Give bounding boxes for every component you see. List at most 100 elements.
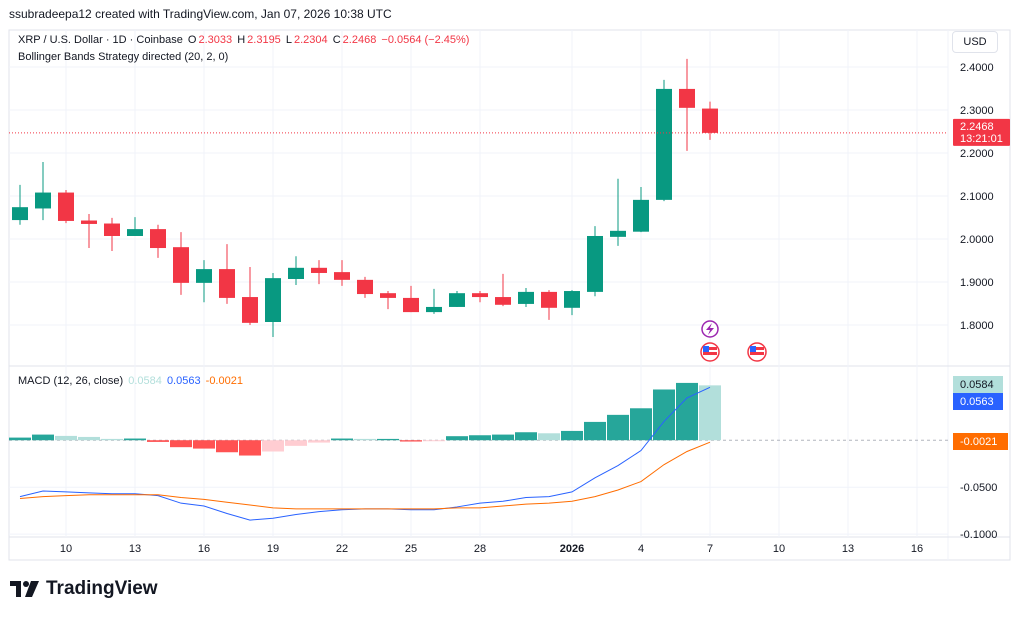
candle-body bbox=[633, 199, 649, 232]
candle-body bbox=[564, 291, 580, 308]
candle-body bbox=[472, 293, 488, 298]
macd-histogram-bar bbox=[147, 440, 169, 442]
macd-histogram-bar bbox=[124, 438, 146, 441]
candle bbox=[196, 260, 212, 303]
tradingview-logo-icon bbox=[10, 581, 39, 597]
candle bbox=[288, 256, 304, 286]
candle-body bbox=[656, 88, 672, 200]
candle bbox=[104, 217, 120, 252]
candle-body bbox=[81, 220, 97, 224]
macd-line-value: 0.0563 bbox=[166, 375, 201, 387]
candle-body bbox=[219, 269, 235, 298]
close-value: 2.2468 bbox=[342, 34, 377, 46]
candle-body bbox=[357, 279, 373, 295]
price-axis[interactable]: 2.4000 2.3000 2.2000 2.1000 2.0000 1.9000 1.80… bbox=[960, 62, 997, 541]
event-lightning-icon[interactable] bbox=[701, 320, 719, 338]
time-tick-label: 28 bbox=[474, 543, 486, 555]
price-tick-label: 2.3000 bbox=[960, 105, 994, 117]
candle-body bbox=[380, 293, 396, 298]
candle bbox=[679, 58, 695, 151]
candle bbox=[127, 217, 143, 236]
macd-legend[interactable]: MACD (12, 26, close) 0.0584 0.0563 -0.00… bbox=[18, 375, 245, 387]
tradingview-logo[interactable]: TradingView bbox=[10, 578, 158, 600]
macd-histogram-bar bbox=[423, 440, 445, 442]
candle bbox=[150, 224, 166, 258]
indicator-legend[interactable]: Bollinger Bands Strategy directed (20, 2… bbox=[18, 51, 229, 63]
candle bbox=[242, 266, 258, 326]
price-tick-label: 2.1000 bbox=[960, 191, 994, 203]
us-flag-icon[interactable] bbox=[747, 342, 767, 362]
candle-body bbox=[541, 291, 557, 308]
candle bbox=[472, 291, 488, 303]
symbol-name: XRP / U.S. Dollar · 1D · Coinbase bbox=[18, 34, 183, 46]
countdown: 13:21:01 bbox=[960, 133, 1003, 145]
macd-tick-label: -0.0500 bbox=[960, 482, 997, 494]
macd-histogram-bar bbox=[239, 440, 261, 456]
macd-histogram-bar bbox=[400, 440, 422, 442]
price-tick-label: 1.8000 bbox=[960, 320, 994, 332]
us-flag-icon[interactable] bbox=[700, 342, 720, 362]
macd-histogram-bar bbox=[653, 389, 675, 441]
macd-histogram-bar bbox=[584, 421, 606, 441]
candle bbox=[633, 186, 649, 233]
macd-pane bbox=[9, 382, 948, 521]
candle-body bbox=[495, 297, 511, 305]
macd-hist-value: 0.0584 bbox=[128, 375, 162, 387]
chart-frame bbox=[8, 29, 1011, 561]
open-label: O bbox=[187, 34, 197, 46]
candle-body bbox=[426, 306, 442, 313]
macd-histogram-bar bbox=[377, 438, 399, 441]
time-tick-label: 2026 bbox=[560, 543, 584, 555]
candle bbox=[357, 276, 373, 298]
candle-body bbox=[242, 297, 258, 323]
signal-line bbox=[19, 441, 711, 510]
candle-body bbox=[403, 297, 419, 313]
macd-histogram-bar bbox=[699, 385, 721, 441]
macd-line-axis-label: 0.0563 bbox=[960, 396, 994, 408]
macd-histogram-bar bbox=[193, 440, 215, 449]
macd-histogram-bar bbox=[285, 440, 307, 446]
price-tick-label: 2.2000 bbox=[960, 148, 994, 160]
candle bbox=[403, 285, 419, 313]
time-axis[interactable]: 10 13 16 19 22 25 28 2026 4 7 10 13 16 bbox=[60, 543, 923, 555]
candle-body bbox=[610, 230, 626, 237]
symbol-legend[interactable]: XRP / U.S. Dollar · 1D · Coinbase O 2.303… bbox=[18, 34, 471, 46]
candle bbox=[495, 273, 511, 307]
low-value: 2.2304 bbox=[294, 34, 328, 46]
macd-histogram-bar bbox=[308, 440, 330, 443]
macd-tick-label: -0.1000 bbox=[960, 529, 997, 541]
signal-axis-label: -0.0021 bbox=[960, 436, 997, 448]
time-tick-label: 7 bbox=[707, 543, 713, 555]
candle bbox=[35, 162, 51, 221]
macd-histogram-bar bbox=[262, 440, 284, 452]
candle bbox=[610, 178, 626, 246]
candle bbox=[12, 184, 28, 225]
candle bbox=[380, 291, 396, 310]
macd-histogram-bar bbox=[469, 435, 491, 441]
candle-body bbox=[288, 267, 304, 279]
candle-body bbox=[12, 207, 28, 221]
macd-histogram-bar bbox=[630, 408, 652, 441]
candle-body bbox=[104, 223, 120, 236]
last-price-value: 2.2468 bbox=[960, 121, 994, 133]
time-tick-label: 4 bbox=[638, 543, 644, 555]
macd-histogram-bar bbox=[607, 414, 629, 441]
time-tick-label: 10 bbox=[773, 543, 785, 555]
macd-histogram-bar bbox=[9, 437, 31, 441]
macd-histogram-bar bbox=[32, 434, 54, 441]
candle-body bbox=[449, 293, 465, 307]
macd-histogram-bar bbox=[492, 434, 514, 441]
candle bbox=[81, 214, 97, 249]
candle-body bbox=[702, 108, 718, 133]
macd-histogram-bar bbox=[676, 382, 698, 441]
candle-body bbox=[311, 267, 327, 273]
macd-histogram-bar bbox=[354, 438, 376, 441]
macd-histogram-bar bbox=[78, 436, 100, 441]
candle bbox=[265, 272, 281, 338]
low-label: L bbox=[285, 34, 292, 46]
currency-button[interactable]: USD bbox=[952, 31, 998, 53]
candle bbox=[58, 189, 74, 224]
candle bbox=[564, 290, 580, 316]
candle-body bbox=[587, 235, 603, 292]
